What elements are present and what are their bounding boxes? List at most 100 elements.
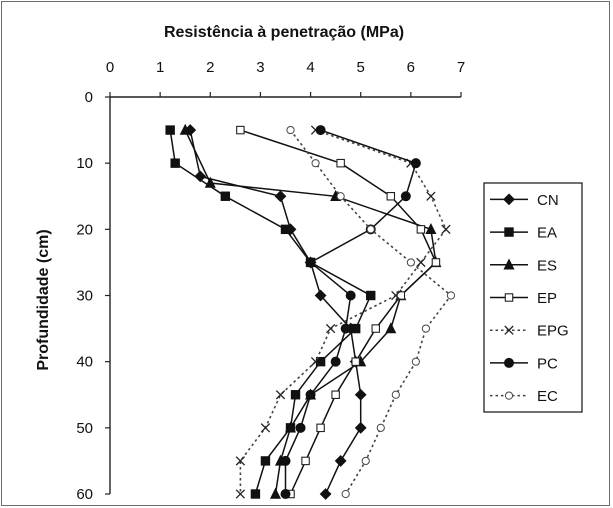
point-marker bbox=[386, 192, 396, 201]
y-tick-label: 0 bbox=[85, 89, 93, 106]
point-marker bbox=[204, 176, 216, 188]
x-marker-stroke bbox=[391, 290, 401, 301]
point-marker bbox=[330, 356, 341, 367]
point-marker bbox=[351, 323, 361, 334]
legend-label: EP bbox=[537, 290, 557, 307]
point-marker bbox=[446, 291, 456, 300]
legend-item-cn: CN bbox=[490, 192, 559, 209]
point-marker bbox=[371, 324, 381, 333]
series-line bbox=[169, 129, 372, 495]
point-marker bbox=[345, 290, 356, 301]
point-marker bbox=[311, 159, 320, 168]
x-marker-stroke bbox=[426, 191, 436, 201]
point-marker bbox=[354, 388, 367, 401]
x-marker-stroke bbox=[416, 257, 426, 268]
y-tick-label: 60 bbox=[76, 486, 93, 503]
y-axis-label: Profundidade (cm) bbox=[35, 229, 52, 370]
point-marker bbox=[385, 322, 397, 334]
x-marker-stroke bbox=[310, 357, 321, 367]
point-marker bbox=[503, 258, 515, 270]
legend-item-ec: EC bbox=[490, 388, 558, 405]
series-line bbox=[284, 129, 417, 494]
point-marker bbox=[400, 191, 411, 202]
point-marker bbox=[504, 357, 514, 368]
point-marker bbox=[354, 421, 367, 434]
point-marker bbox=[170, 158, 180, 168]
point-marker bbox=[179, 123, 191, 135]
point-marker bbox=[316, 423, 325, 433]
point-marker bbox=[260, 456, 271, 466]
point-marker bbox=[285, 421, 297, 433]
point-marker bbox=[504, 391, 514, 400]
point-marker bbox=[290, 390, 301, 400]
point-marker bbox=[336, 192, 345, 201]
point-marker bbox=[274, 190, 287, 203]
point-marker bbox=[366, 225, 375, 234]
legend-label: ES bbox=[537, 257, 557, 274]
x-tick-label: 1 bbox=[156, 59, 164, 76]
point-marker bbox=[280, 489, 291, 499]
x-tick-label: 4 bbox=[306, 59, 314, 76]
legend-item-es: ES bbox=[490, 257, 557, 274]
point-marker bbox=[376, 423, 385, 432]
point-marker bbox=[310, 357, 321, 367]
series-layer bbox=[165, 123, 456, 500]
y-tick-label: 50 bbox=[76, 420, 93, 437]
point-marker bbox=[340, 323, 351, 334]
chart-title: Resistência à penetração (MPa) bbox=[164, 24, 404, 41]
x-marker-stroke bbox=[275, 390, 286, 400]
point-marker bbox=[260, 423, 271, 433]
point-marker bbox=[280, 224, 291, 235]
point-marker bbox=[431, 258, 441, 267]
point-marker bbox=[331, 390, 340, 399]
point-marker bbox=[165, 125, 175, 135]
legend-label: PC bbox=[537, 355, 558, 372]
point-marker bbox=[351, 357, 360, 366]
point-marker bbox=[305, 389, 316, 400]
x-tick-label: 6 bbox=[407, 59, 415, 76]
y-tick-label: 20 bbox=[76, 221, 93, 238]
point-marker bbox=[319, 488, 332, 500]
point-marker bbox=[235, 489, 246, 499]
y-tick-label: 40 bbox=[76, 354, 93, 371]
legend-item-pc: PC bbox=[490, 355, 558, 372]
point-marker bbox=[391, 390, 400, 399]
x-tick-label: 2 bbox=[206, 59, 214, 76]
point-marker bbox=[504, 227, 514, 237]
y-tick-label: 10 bbox=[76, 155, 93, 172]
series-pc bbox=[280, 125, 421, 499]
point-marker bbox=[236, 125, 245, 135]
point-marker bbox=[411, 357, 420, 366]
point-marker bbox=[295, 422, 306, 433]
point-marker bbox=[269, 487, 281, 499]
legend-label: EC bbox=[537, 388, 558, 405]
x-marker-stroke bbox=[235, 456, 246, 466]
point-marker bbox=[325, 323, 336, 334]
legend-item-ep: EP bbox=[490, 290, 557, 307]
point-marker bbox=[504, 325, 514, 335]
point-marker bbox=[235, 456, 246, 466]
point-marker bbox=[220, 191, 231, 201]
x-marker-stroke bbox=[235, 489, 246, 499]
x-marker-stroke bbox=[441, 224, 451, 234]
point-marker bbox=[280, 455, 291, 466]
y-tick-label: 30 bbox=[76, 288, 93, 305]
point-marker bbox=[410, 158, 421, 169]
point-marker bbox=[275, 390, 286, 400]
point-marker bbox=[421, 324, 430, 333]
legend-item-ea: EA bbox=[490, 225, 557, 242]
point-marker bbox=[286, 125, 295, 135]
point-marker bbox=[391, 290, 401, 301]
x-tick-label: 0 bbox=[106, 59, 114, 76]
x-marker-stroke bbox=[260, 423, 271, 433]
x-marker-stroke bbox=[504, 325, 514, 335]
point-marker bbox=[250, 489, 261, 499]
point-marker bbox=[334, 455, 347, 467]
point-marker bbox=[336, 158, 345, 168]
x-tick-label: 3 bbox=[256, 59, 264, 76]
series-line bbox=[239, 129, 447, 494]
point-marker bbox=[314, 289, 327, 302]
point-marker bbox=[416, 225, 426, 234]
series-line bbox=[184, 129, 437, 495]
